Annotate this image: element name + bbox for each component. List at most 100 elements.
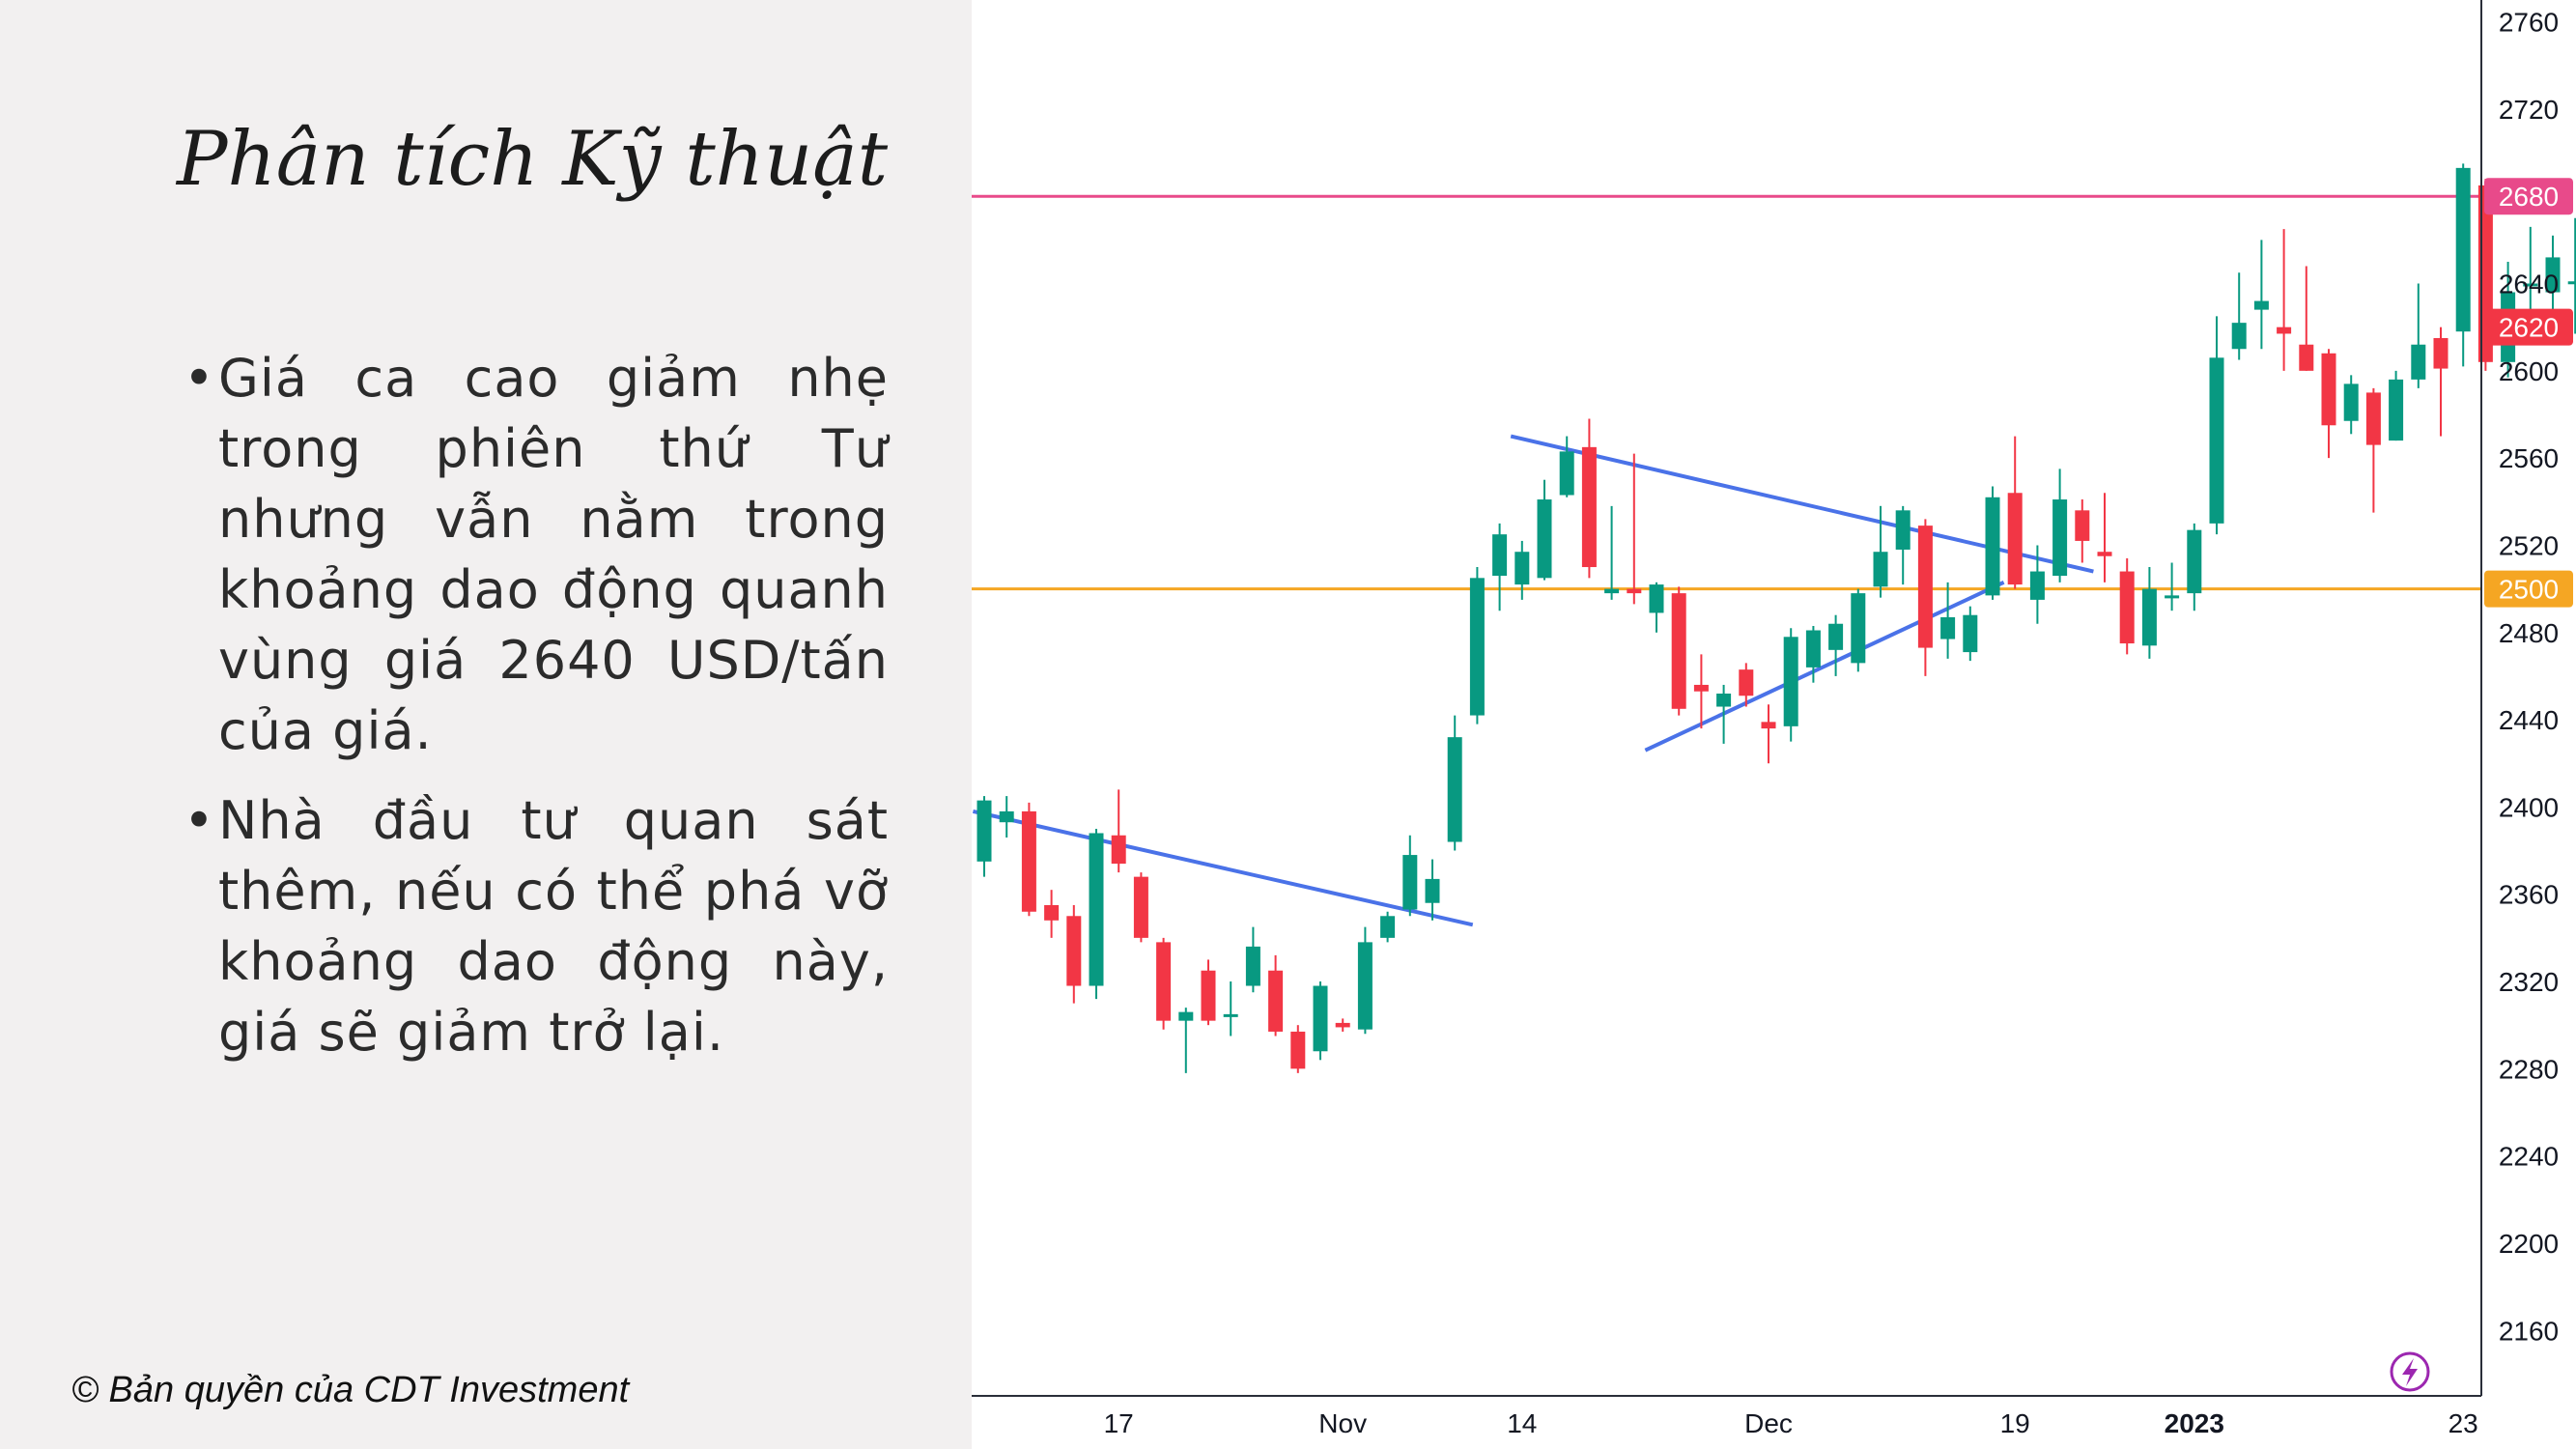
candle-body <box>2253 300 2269 310</box>
candle <box>1178 1008 1194 1073</box>
candle <box>1940 582 1956 659</box>
candle-body <box>1693 684 1709 692</box>
candle-body <box>1335 1022 1350 1028</box>
candle <box>1357 926 1373 1035</box>
candle-body <box>2119 571 2135 644</box>
candle <box>2119 558 2135 655</box>
candle <box>1895 505 1911 585</box>
candle <box>1963 606 1978 662</box>
horizontal-levels <box>972 194 2481 591</box>
candle <box>2141 567 2157 659</box>
candle <box>1917 519 1933 676</box>
candle-body <box>2411 344 2426 380</box>
price-label-text: 2680 <box>2499 182 2559 212</box>
candle-body <box>1671 593 1686 709</box>
candle-body <box>2029 571 2045 600</box>
candle <box>1469 567 1485 724</box>
candle <box>1066 904 1082 1004</box>
candle <box>1089 828 1104 1000</box>
candle <box>1985 486 2000 600</box>
candle <box>1739 663 1754 707</box>
bullet-item: • Giá ca cao giảm nhẹ trong phiên thứ Tư … <box>184 343 889 766</box>
price-label: 2500 <box>2484 570 2573 608</box>
x-tick-label: Dec <box>1744 1408 1793 1438</box>
x-tick-label: 17 <box>1104 1408 1134 1438</box>
candle-body <box>999 810 1014 823</box>
candle-body <box>2321 353 2336 426</box>
candle <box>1380 911 1396 943</box>
candle-body <box>1604 588 1620 594</box>
candle-body <box>1492 534 1508 577</box>
candle-body <box>1425 878 1440 903</box>
candle <box>1133 872 1148 943</box>
candle-body <box>1201 970 1216 1021</box>
y-tick-label: 2760 <box>2499 8 2559 38</box>
candle-body <box>1044 904 1060 921</box>
candle-body <box>2365 392 2381 445</box>
candle-body <box>2007 493 2023 585</box>
candle-body <box>1559 451 1574 496</box>
candle-body <box>1851 593 1866 664</box>
copyright-notice: © Bản quyền của CDT Investment <box>71 1370 630 1410</box>
bullet-marker: • <box>184 790 215 851</box>
candle-body <box>1716 693 1732 707</box>
candle-body <box>2523 283 2538 287</box>
y-tick-label: 2480 <box>2499 618 2559 648</box>
candle <box>1873 505 1888 598</box>
candle-body <box>2545 257 2561 293</box>
candle-body <box>1581 446 1597 568</box>
y-tick-label: 2560 <box>2499 443 2559 473</box>
candle-body <box>2209 357 2224 524</box>
bullet-text: Giá ca cao giảm nhẹ trong phiên thứ Tư n… <box>218 348 889 761</box>
candle-body <box>1245 946 1260 986</box>
candle-body <box>1021 810 1036 912</box>
candle <box>1627 453 1642 605</box>
candle-body <box>2433 337 2449 369</box>
candle <box>1111 789 1126 873</box>
candle-body <box>1805 630 1821 668</box>
price-label-box <box>2484 570 2573 608</box>
y-tick-label: 2720 <box>2499 95 2559 125</box>
candle-body <box>1627 588 1642 594</box>
candle <box>1716 684 1732 744</box>
bullet-list: • Giá ca cao giảm nhẹ trong phiên thứ Tư … <box>184 343 889 1087</box>
y-tick-label: 2160 <box>2499 1316 2559 1346</box>
y-tick-label: 2400 <box>2499 792 2559 822</box>
slide-title: Phân tích Kỹ thuật <box>177 116 889 203</box>
candle <box>1201 959 1216 1026</box>
candle <box>1693 654 1709 729</box>
candle <box>2209 316 2224 535</box>
candle-body <box>1739 669 1754 696</box>
candle <box>1447 715 1462 851</box>
candle-body <box>1111 835 1126 865</box>
candle <box>1671 586 1686 716</box>
candle-body <box>977 800 992 862</box>
candle <box>2321 349 2336 459</box>
candle-body <box>2165 595 2180 599</box>
candle-body <box>2231 323 2247 350</box>
candle-body <box>1268 970 1284 1032</box>
candle-body <box>1917 526 1933 648</box>
candle-body <box>1963 614 1978 653</box>
candle <box>2075 499 2090 563</box>
text-panel: Phân tích Kỹ thuật • Giá ca cao giảm nhẹ … <box>0 0 972 1449</box>
candle-body <box>2141 588 2157 646</box>
candle <box>1245 926 1260 993</box>
price-label-text: 2620 <box>2499 313 2559 343</box>
candle-body <box>1357 942 1373 1030</box>
y-tick-label: 2520 <box>2499 530 2559 560</box>
time-axis: 17 Nov 14 Dec 19 2023 23 <box>1104 1408 2478 1438</box>
bullet-text: Nhà đầu tư quan sát thêm, nếu có thể phá… <box>218 790 889 1063</box>
candle-body <box>1783 637 1798 726</box>
x-tick-label: Nov <box>1318 1408 1367 1438</box>
candle <box>1649 582 1664 633</box>
candle <box>1761 704 1776 764</box>
lightning-icon[interactable] <box>2390 1351 2430 1392</box>
price-label-box <box>2484 308 2573 346</box>
candle <box>1425 859 1440 921</box>
candle <box>1335 1018 1350 1032</box>
x-tick-label: 14 <box>1507 1408 1537 1438</box>
candle <box>2165 562 2180 611</box>
candle <box>1514 540 1530 600</box>
price-label-text: 2500 <box>2499 575 2559 605</box>
